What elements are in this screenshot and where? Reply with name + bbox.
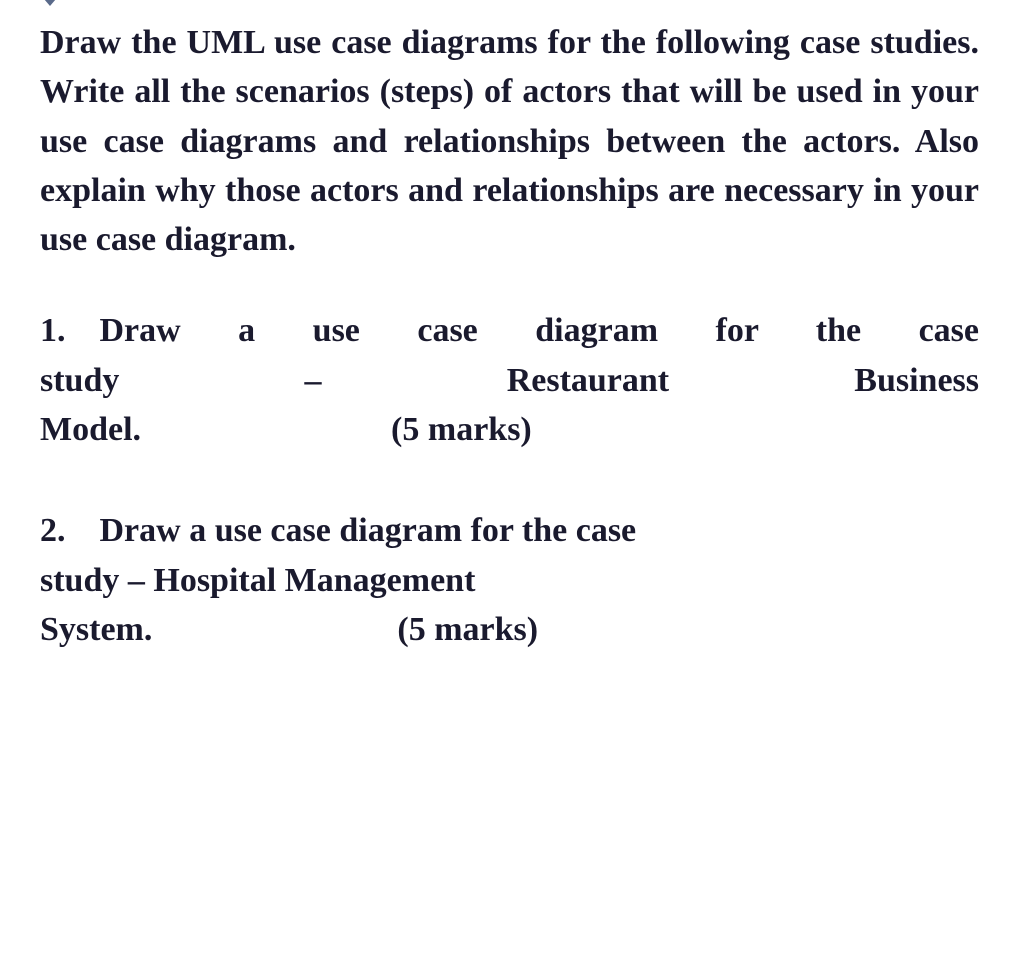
q1-line3: Model. (5 marks) xyxy=(40,405,979,454)
q2-marks: (5 marks) xyxy=(397,611,538,648)
question-1: 1. Draw a use case diagram for the case … xyxy=(40,306,979,454)
q2-line3: System. (5 marks) xyxy=(40,605,979,654)
q1-word-study: study xyxy=(40,362,119,399)
q1-word-business: Business xyxy=(854,362,979,399)
intro-paragraph: Draw the UML use case diagrams for the f… xyxy=(40,18,979,264)
q1-word-model: Model. xyxy=(40,411,141,448)
q2-line1: 2. Draw a use case diagram for the case xyxy=(40,506,979,555)
q1-line2: study – Restaurant Business xyxy=(40,356,979,405)
bookmark-icon xyxy=(38,0,62,6)
document-content: Draw the UML use case diagrams for the f… xyxy=(0,0,1019,746)
q1-dash: – xyxy=(305,362,322,399)
q1-word-restaurant: Restaurant xyxy=(507,362,669,399)
q1-marks: (5 marks) xyxy=(391,411,532,448)
q2-line2: study – Hospital Management xyxy=(40,556,979,605)
q2-word-system: System. xyxy=(40,611,152,648)
question-2: 2. Draw a use case diagram for the case … xyxy=(40,506,979,654)
q1-line1: 1. Draw a use case diagram for the case xyxy=(40,306,979,355)
